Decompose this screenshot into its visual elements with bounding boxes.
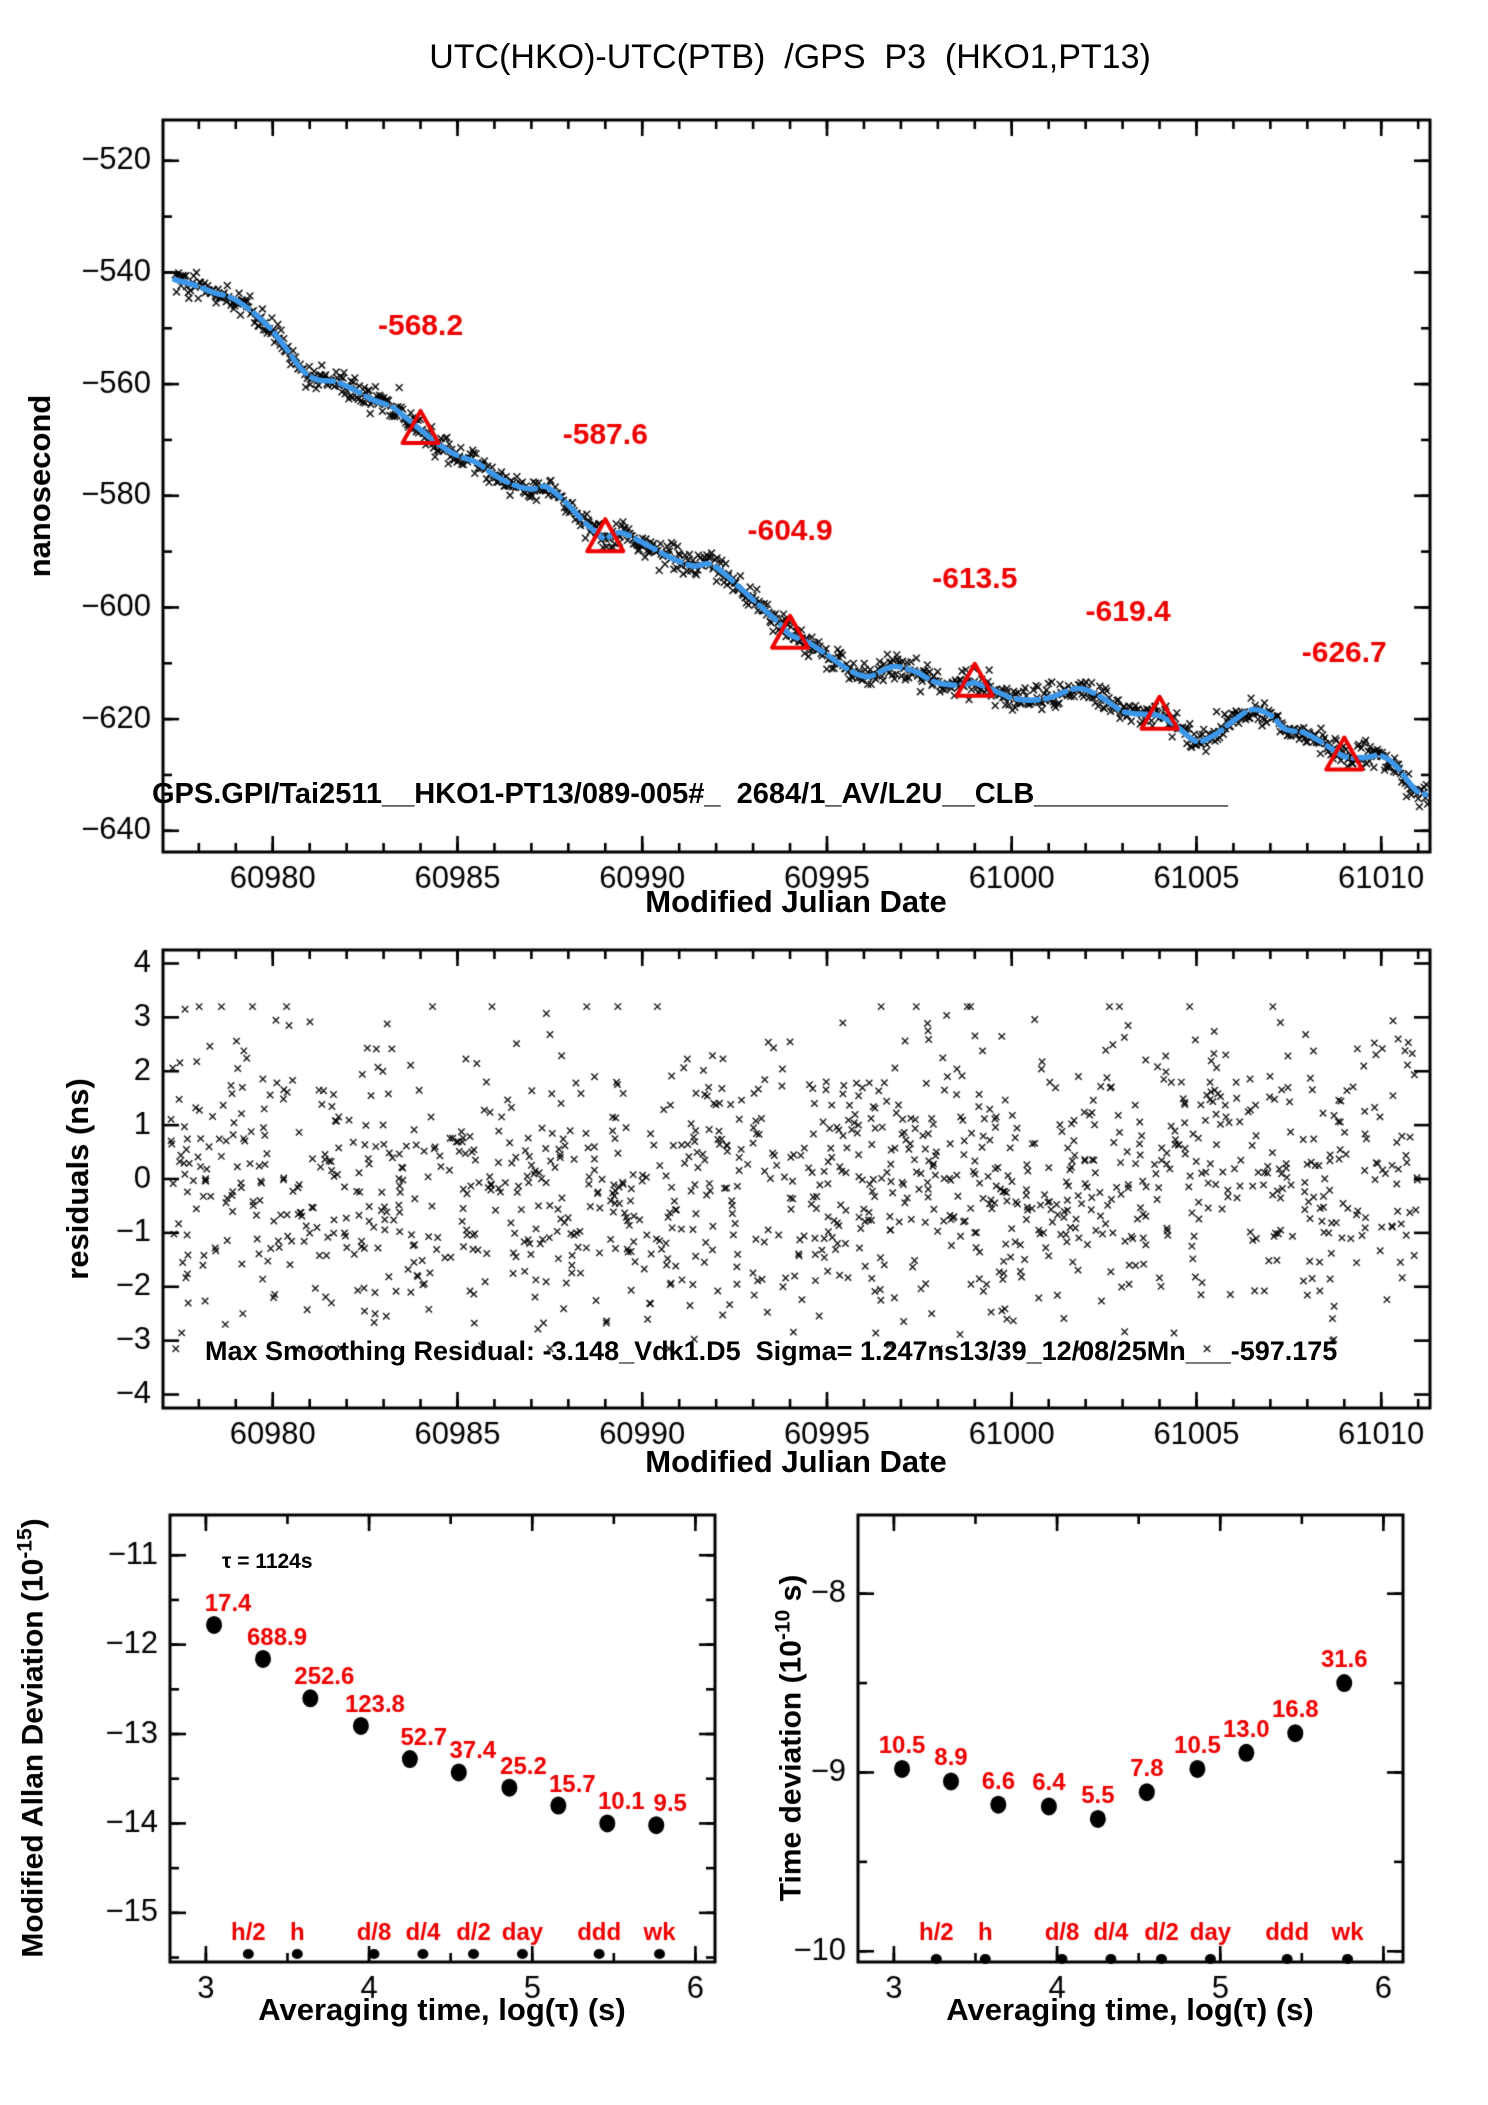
phase-x-axis-label: Modified Julian Date <box>645 884 947 919</box>
residuals-sigma-annotation: Max Smoothing Residual: -3.148_Vdk1.D5 S… <box>205 1336 1338 1366</box>
tau-annotation: τ = 1124s <box>222 1550 313 1573</box>
residuals-y-axis-label: residuals (ns) <box>60 1078 95 1280</box>
tdev-y-axis-label-base: Time deviation (10 <box>774 1640 808 1902</box>
tdev-y-axis-label: Time deviation (10-10 s) <box>772 1575 809 1902</box>
tdev-x-axis-label: Averaging time, log(τ) (s) <box>946 1992 1314 2027</box>
mdev-x-axis-label: Averaging time, log(τ) (s) <box>258 1992 626 2027</box>
tdev-y-axis-label-exponent: -10 <box>771 1609 795 1641</box>
phase-dataset-annotation: GPS.GPI/Tai2511__HKO1-PT13/089-005#_ 268… <box>152 778 1228 810</box>
figure-title: UTC(HKO)-UTC(PTB) /GPS P3 (HKO1,PT13) <box>429 38 1151 76</box>
mdev-y-axis-label-exponent: -15 <box>13 1528 37 1559</box>
phase-y-axis-label: nanosecond <box>22 394 57 578</box>
tdev-y-axis-label-close: s) <box>774 1574 808 1610</box>
mdev-y-axis-label: Modified Allan Deviation (10-15) <box>14 1518 51 1957</box>
mdev-y-axis-label-base: Modified Allan Deviation (10 <box>16 1558 50 1958</box>
residuals-x-axis-label: Modified Julian Date <box>645 1444 947 1479</box>
mdev-y-axis-label-close: ) <box>16 1518 50 1529</box>
